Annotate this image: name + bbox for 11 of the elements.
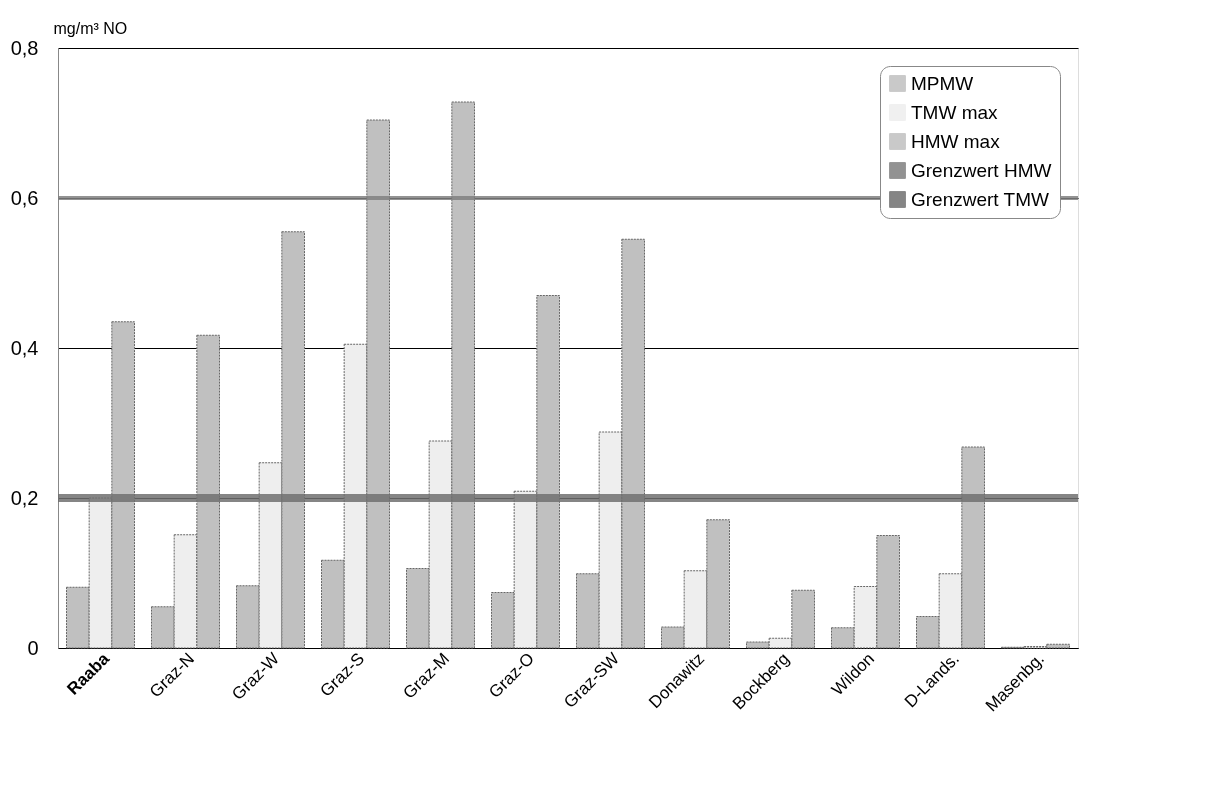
legend-label: Grenzwert TMW (911, 188, 1049, 210)
legend-label: TMW max (911, 101, 999, 123)
y-axis-title: mg/m³ NO (53, 19, 128, 37)
y-tick-label: 0 (27, 636, 39, 659)
legend-label: Grenzwert HMW (911, 159, 1052, 181)
y-tick-label: 0,8 (10, 36, 39, 59)
y-tick-label: 0,6 (10, 186, 39, 209)
legend-label: MPMW (911, 72, 974, 94)
y-tick-label: 0,2 (10, 486, 39, 509)
legend-label: HMW max (911, 130, 1001, 152)
y-tick-label: 0,4 (10, 336, 39, 359)
